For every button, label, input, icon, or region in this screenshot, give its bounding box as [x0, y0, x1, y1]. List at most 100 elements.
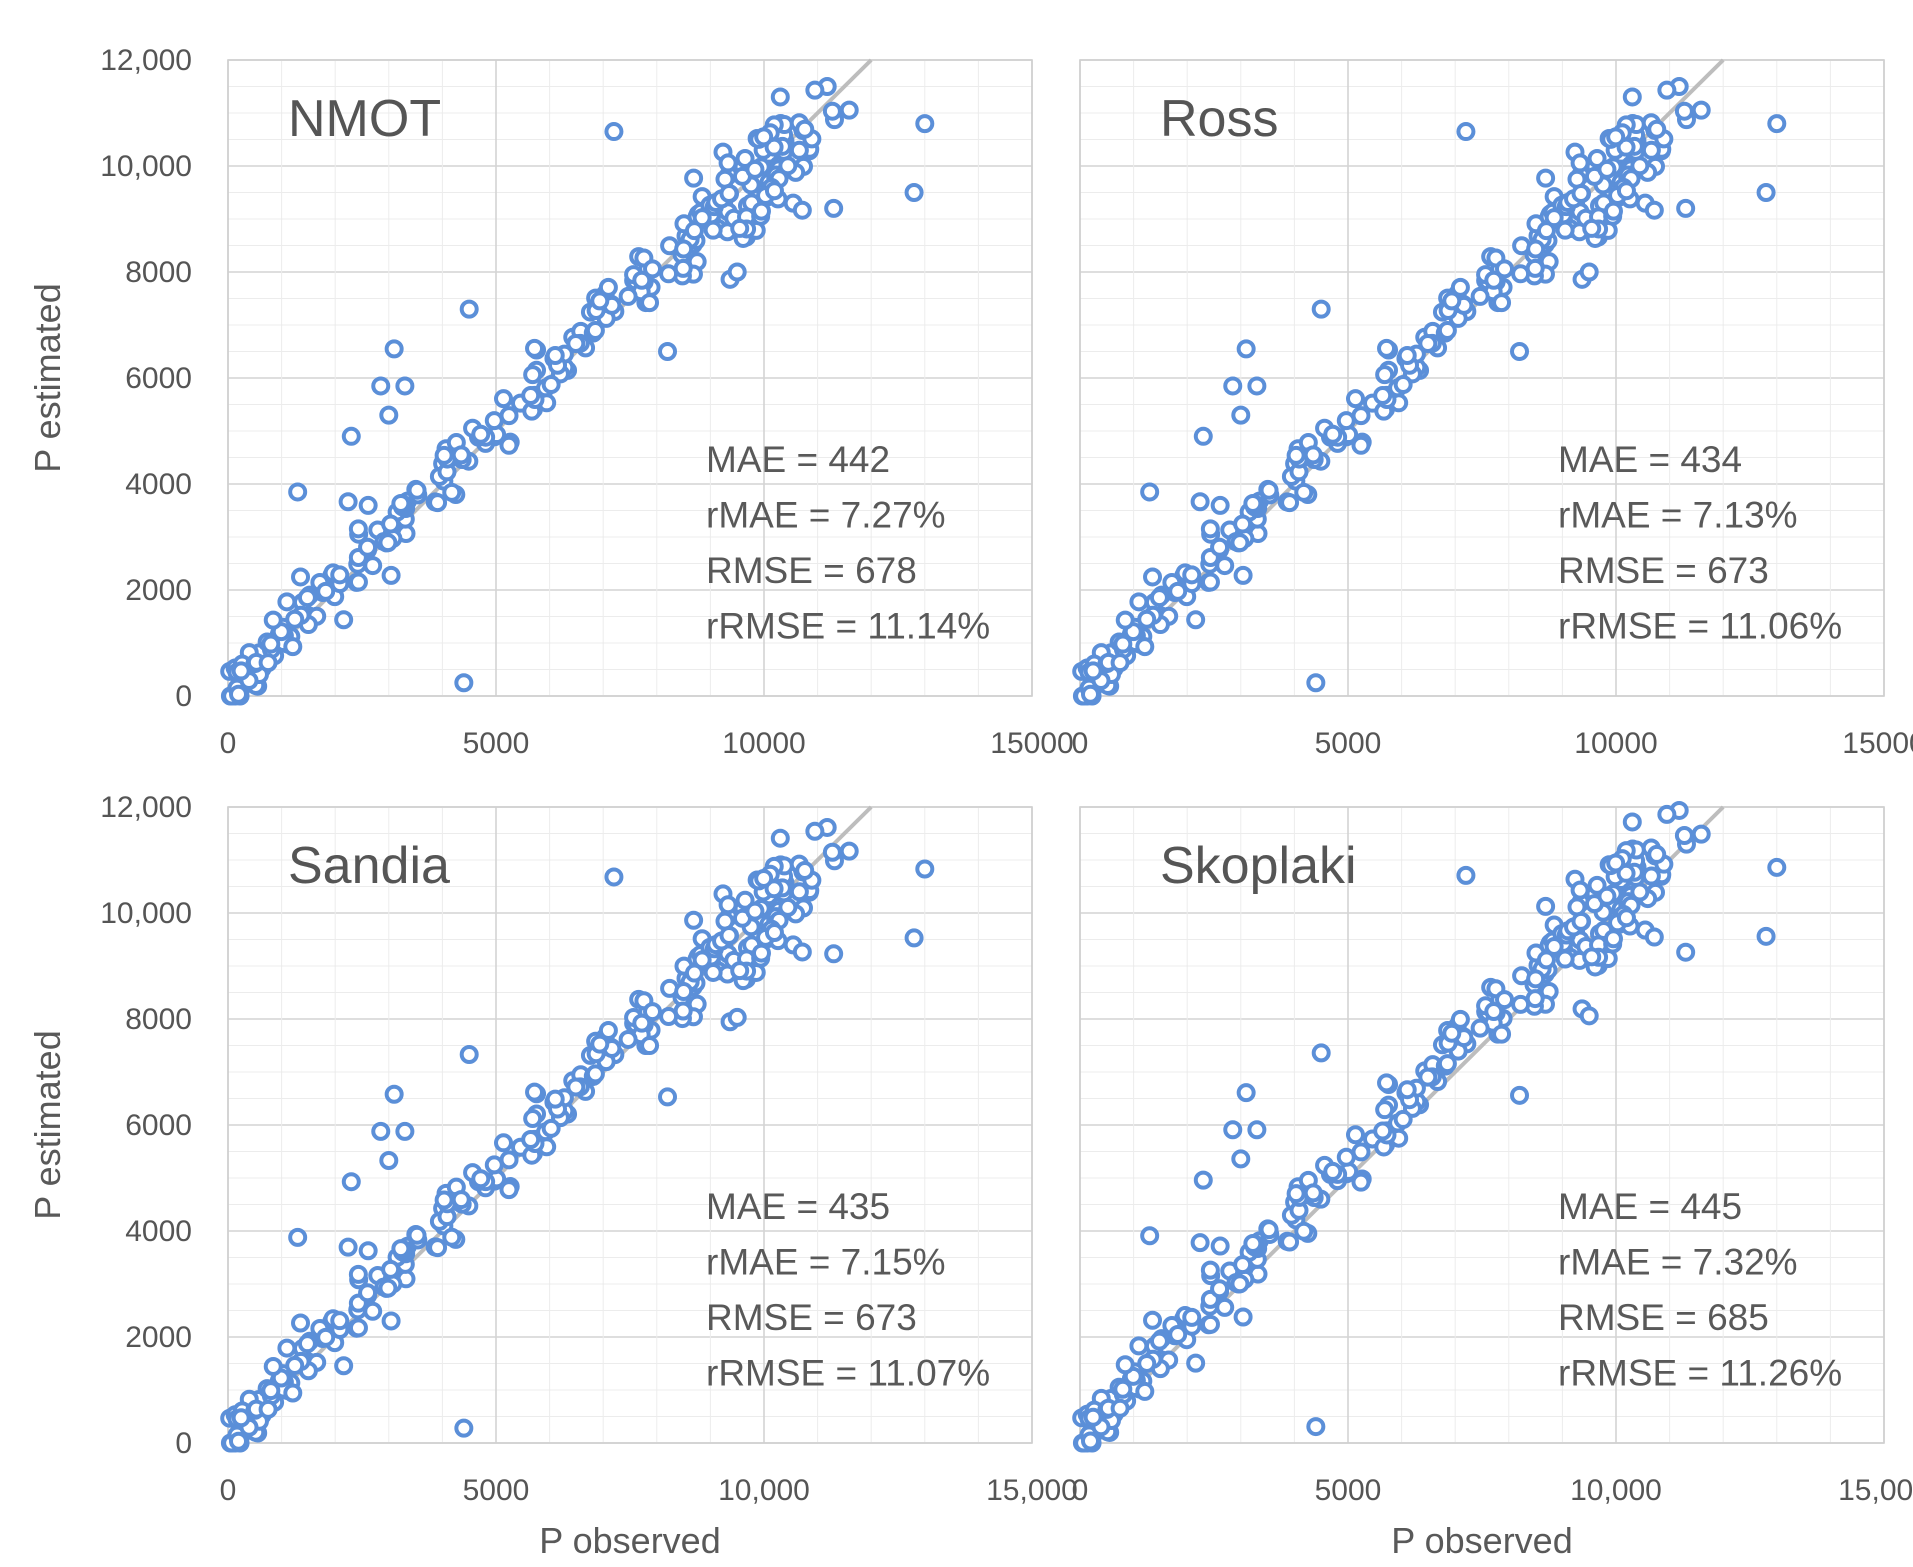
data-point — [566, 1077, 586, 1097]
data-point — [348, 572, 368, 592]
data-point — [494, 389, 514, 409]
data-point — [673, 1001, 693, 1021]
scatter-points — [220, 817, 935, 1453]
data-point — [789, 882, 809, 902]
plot-area — [227, 59, 1033, 697]
data-point — [1223, 376, 1243, 396]
data-point — [395, 376, 415, 396]
data-point — [1193, 426, 1213, 446]
data-point — [566, 333, 586, 353]
data-point — [381, 1311, 401, 1331]
data-point — [381, 565, 401, 585]
data-point — [407, 480, 427, 500]
data-point — [1129, 592, 1149, 612]
data-point — [684, 168, 704, 188]
data-point — [1544, 208, 1564, 228]
data-point — [341, 1172, 361, 1192]
data-point — [1110, 653, 1130, 673]
data-point — [1210, 1279, 1230, 1299]
data-point — [381, 514, 401, 534]
data-point — [692, 950, 712, 970]
x-tick-label: 5000 — [463, 727, 530, 760]
stat-line: rMAE = 7.13% — [1558, 495, 1798, 536]
data-point — [258, 653, 278, 673]
data-point — [1616, 908, 1636, 928]
data-point — [1233, 1255, 1253, 1275]
data-point — [1083, 661, 1103, 681]
data-point — [1756, 183, 1776, 202]
y-tick-label: 12,000 — [100, 44, 192, 77]
y-axis-title: P estimated — [27, 1030, 68, 1219]
data-point — [1555, 220, 1575, 240]
data-point — [1526, 239, 1546, 259]
data-point — [1351, 435, 1371, 455]
panel-nmot: 0 5000 10000 15000 0 2000 4000 6000 8000 10,000 12… — [27, 44, 1074, 760]
data-point — [1495, 990, 1515, 1010]
data-point — [640, 1036, 660, 1056]
data-point — [391, 493, 411, 513]
data-point — [545, 345, 565, 365]
data-point — [358, 1283, 378, 1303]
data-point — [297, 588, 317, 608]
data-point — [754, 127, 774, 147]
data-point — [1393, 375, 1413, 395]
data-point — [1437, 321, 1457, 341]
data-point — [384, 339, 404, 359]
data-point — [1247, 376, 1267, 396]
y-axis-title: P estimated — [27, 283, 68, 472]
data-point — [1231, 1149, 1251, 1169]
data-point — [1470, 1018, 1490, 1038]
data-point — [1182, 1307, 1202, 1327]
data-point — [764, 923, 784, 943]
data-point — [1630, 882, 1650, 902]
data-point — [1200, 1314, 1220, 1334]
data-point — [338, 1237, 358, 1257]
data-point — [1190, 1233, 1210, 1253]
data-point — [1311, 1043, 1331, 1063]
data-point — [291, 567, 311, 587]
x-tick-label: 10000 — [722, 727, 805, 760]
data-point — [1375, 1100, 1395, 1120]
y-tick-label: 2000 — [125, 1321, 192, 1354]
data-point — [904, 183, 924, 202]
stat-line: RMSE = 673 — [706, 1297, 917, 1338]
data-point — [1603, 929, 1623, 949]
data-point — [1231, 405, 1251, 425]
scatter-points — [1072, 800, 1787, 1453]
x-tick-label: 15,000 — [1838, 1474, 1913, 1507]
data-point — [1536, 950, 1556, 970]
data-point — [1294, 482, 1314, 502]
data-point — [1767, 114, 1787, 134]
data-point — [839, 841, 859, 861]
data-point — [751, 943, 771, 963]
data-point — [442, 1227, 462, 1247]
data-point — [745, 159, 765, 179]
data-point — [1418, 1067, 1438, 1087]
data-point — [434, 445, 454, 465]
data-point — [718, 153, 738, 173]
data-point — [1135, 1381, 1155, 1401]
data-point — [363, 556, 383, 576]
data-point — [1247, 1120, 1267, 1140]
data-point — [643, 259, 663, 279]
data-point — [1306, 1417, 1326, 1437]
data-point — [338, 492, 358, 512]
data-point — [1570, 153, 1590, 173]
data-point — [1616, 181, 1636, 201]
data-point — [291, 1313, 311, 1333]
data-point — [1582, 218, 1602, 238]
data-point — [358, 1241, 378, 1261]
stat-line: rMAE = 7.32% — [1558, 1242, 1798, 1283]
data-point — [1622, 87, 1642, 107]
stat-line: MAE = 434 — [1558, 439, 1742, 480]
data-point — [395, 1121, 415, 1141]
y-tick-label: 8000 — [125, 1003, 192, 1036]
data-point — [1492, 1024, 1512, 1044]
data-point — [1691, 824, 1711, 844]
data-point — [288, 482, 308, 502]
data-point — [778, 897, 798, 917]
data-point — [442, 482, 462, 502]
data-point — [1115, 1355, 1135, 1375]
data-point — [1259, 480, 1279, 500]
data-point — [1373, 386, 1393, 406]
